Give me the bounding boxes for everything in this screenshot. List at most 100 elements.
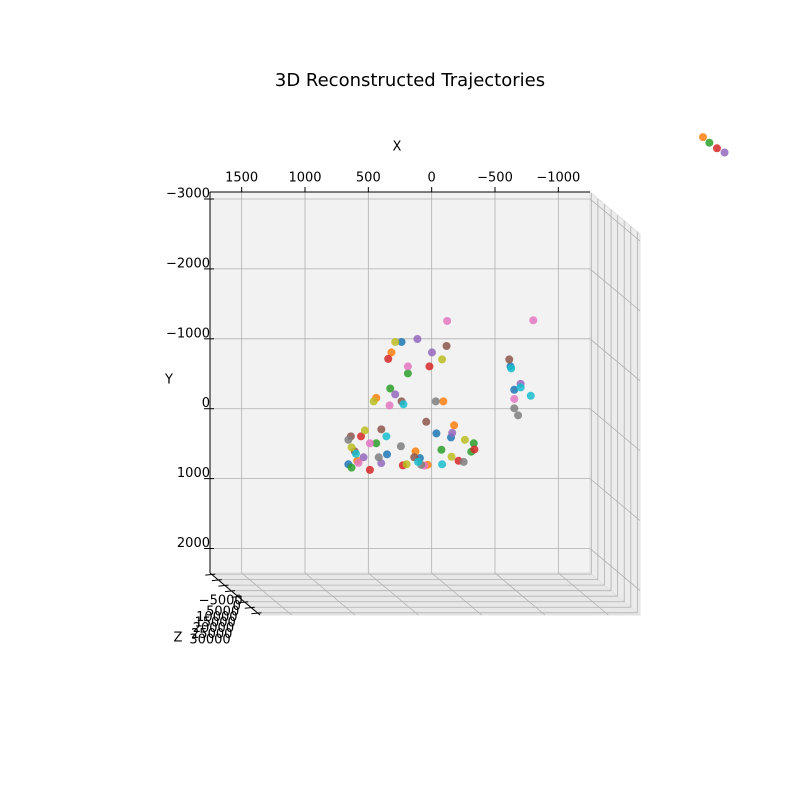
y-tick-label: −3000	[166, 186, 210, 201]
point	[439, 397, 448, 406]
point	[413, 335, 422, 344]
point	[447, 452, 456, 461]
point	[514, 411, 523, 420]
point	[448, 428, 457, 437]
point	[427, 348, 436, 357]
point	[442, 341, 451, 350]
point	[372, 439, 381, 448]
point	[397, 337, 406, 346]
x-tick-label: −1000	[536, 171, 580, 186]
chart-title: 3D Reconstructed Trajectories	[275, 70, 545, 91]
x-tick-label: 500	[356, 171, 381, 186]
point	[399, 400, 408, 409]
point	[437, 445, 446, 454]
point	[377, 425, 386, 434]
point	[460, 435, 469, 444]
z-tick	[211, 579, 222, 582]
z-tick	[225, 590, 236, 593]
z-tick-label: 10000	[196, 610, 237, 625]
point	[459, 457, 468, 466]
point	[432, 429, 441, 438]
grid-line	[589, 408, 641, 452]
side-pane	[589, 190, 641, 617]
point	[705, 138, 714, 147]
point	[431, 397, 440, 406]
point	[699, 133, 708, 142]
point	[712, 144, 721, 153]
point	[469, 439, 478, 448]
z-tick	[238, 601, 249, 604]
point	[396, 442, 405, 451]
point	[470, 445, 479, 454]
y-tick-label: 0	[202, 396, 210, 411]
point	[403, 362, 412, 371]
z-axis-label: Z	[174, 631, 183, 646]
z-tick	[231, 595, 242, 598]
point	[344, 435, 353, 444]
point	[422, 417, 431, 426]
point	[443, 316, 452, 325]
point	[347, 463, 356, 472]
z-tick-label: 30000	[189, 632, 230, 647]
point	[425, 362, 434, 371]
point	[403, 369, 412, 378]
point	[382, 432, 391, 441]
z-tick-label: 25000	[191, 627, 232, 642]
y-tick-label: −2000	[166, 256, 210, 271]
point	[384, 354, 393, 363]
point	[365, 465, 374, 474]
y-tick-label: −1000	[166, 326, 210, 341]
point	[391, 337, 400, 346]
z-tick	[251, 612, 262, 615]
z-tick-label: 5000	[206, 605, 239, 620]
y-tick-label: 2000	[177, 536, 210, 551]
z-tick-label: 15000	[194, 616, 235, 631]
point	[510, 404, 519, 413]
point	[357, 432, 366, 441]
point	[347, 443, 356, 452]
x-tick-label: 1500	[225, 171, 258, 186]
z-tick-label: 0	[233, 599, 241, 614]
grid-line	[589, 338, 641, 382]
x-tick-label: 1000	[288, 171, 321, 186]
point	[359, 453, 368, 462]
z-axis-line	[209, 572, 261, 616]
y-axis-label: Y	[164, 373, 173, 388]
point	[383, 450, 392, 459]
back-pane	[209, 191, 591, 574]
z-tick	[205, 573, 216, 576]
point	[391, 390, 400, 399]
x-axis-label: X	[393, 140, 402, 155]
grid-line	[589, 478, 641, 521]
point	[438, 460, 447, 469]
y-tick-label: 1000	[177, 466, 210, 481]
grid-line	[589, 548, 641, 591]
point	[374, 453, 383, 462]
grid-line	[589, 268, 641, 312]
z-tick-label: 20000	[193, 621, 234, 636]
point	[354, 458, 363, 467]
point	[450, 421, 459, 430]
x-tick-label: 0	[428, 171, 436, 186]
point	[529, 316, 538, 325]
point	[516, 383, 525, 392]
point	[510, 394, 519, 403]
z-tick	[244, 606, 255, 609]
point	[505, 355, 514, 364]
point	[386, 384, 395, 393]
point	[510, 385, 519, 394]
point	[387, 348, 396, 357]
point	[720, 148, 729, 157]
point	[402, 460, 411, 469]
point	[351, 449, 360, 458]
point	[360, 426, 369, 435]
x-tick-label: −500	[477, 171, 513, 186]
point	[526, 391, 535, 400]
z-tick	[218, 584, 229, 587]
point	[507, 364, 516, 373]
grid-line	[589, 198, 641, 242]
point	[414, 457, 423, 466]
point	[385, 401, 394, 410]
point	[438, 355, 447, 364]
